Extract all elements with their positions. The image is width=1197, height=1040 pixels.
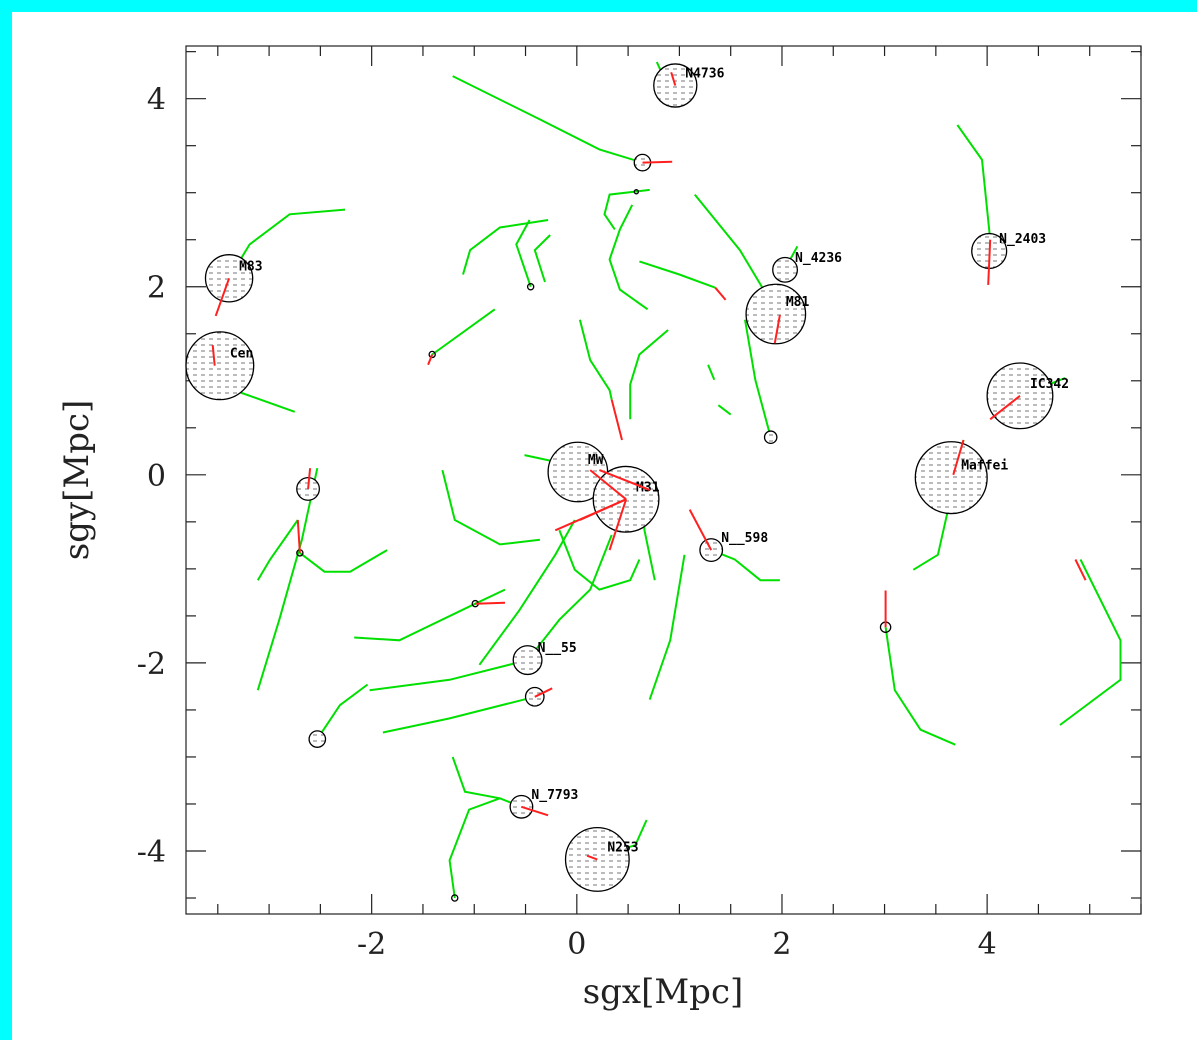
orbit-track (526, 534, 613, 661)
galaxy-label: M31 (636, 480, 660, 495)
galaxy-label: N4736 (685, 66, 724, 81)
orbit-track (515, 219, 532, 288)
galaxy (633, 189, 640, 195)
galaxy-label: N_7793 (531, 788, 578, 803)
y-tick-label: 0 (147, 459, 166, 494)
x-tick-label: 2 (772, 927, 791, 962)
current-segment (307, 468, 312, 489)
galaxy (524, 686, 545, 707)
current-segment (989, 395, 1021, 421)
orbit-track (256, 519, 299, 581)
orbit-track (299, 549, 388, 573)
current-segment (214, 277, 231, 317)
y-axis-label: sgy[Mpc] (57, 400, 97, 561)
galaxy-label: N_4236 (795, 251, 842, 266)
orbit-track (603, 188, 650, 230)
current-segment (987, 239, 992, 285)
y-tick-label: -2 (137, 647, 166, 682)
galaxy (745, 283, 807, 345)
current-segment (714, 287, 727, 301)
orbit-track (451, 756, 501, 800)
current-segment (534, 687, 553, 698)
current-segment (579, 498, 627, 521)
orbit-track (639, 260, 716, 289)
galaxy (451, 894, 459, 902)
orbit-track (578, 319, 613, 400)
galaxy (512, 645, 543, 676)
galaxy-label: Cen (230, 347, 253, 362)
orbit-track (710, 549, 780, 582)
galaxy (185, 331, 255, 401)
orbit-track (648, 554, 686, 700)
galaxy (526, 283, 535, 291)
current-segment (427, 354, 434, 366)
orbit-track (744, 319, 772, 438)
galaxy-label: N__598 (721, 531, 768, 546)
orbit-track (441, 469, 541, 546)
galaxy-label: N_2403 (999, 232, 1046, 247)
orbit-track (316, 683, 369, 740)
orbit-track (884, 627, 956, 746)
current-segment (952, 439, 965, 476)
galaxy (914, 441, 988, 515)
current-segment (296, 519, 301, 553)
galaxy-label: N__55 (538, 641, 577, 656)
current-segment (773, 314, 781, 344)
current-segment (211, 345, 216, 366)
galaxy (763, 430, 778, 445)
current-segment (610, 399, 623, 441)
current-segment (475, 601, 506, 605)
orbit-track (354, 588, 506, 642)
galaxy (296, 477, 321, 501)
galaxy-label: N253 (607, 840, 638, 855)
orbit-track (533, 234, 551, 283)
orbit-track (448, 797, 522, 899)
plot-frame (185, 45, 1142, 915)
orbit-track (608, 204, 649, 311)
orbit-track (1059, 559, 1122, 726)
galaxy-label: M81 (786, 295, 810, 310)
galaxy (564, 827, 630, 892)
current-segment (521, 805, 549, 817)
current-segment (589, 469, 627, 501)
galaxy-label: IC342 (1030, 377, 1069, 392)
x-tick-label: -2 (357, 927, 386, 962)
orbit-track (558, 529, 641, 591)
galaxy (204, 254, 254, 303)
orbit-track (452, 75, 643, 164)
galaxy (308, 730, 327, 748)
y-tick-label: 2 (147, 271, 166, 306)
orbit-track (717, 404, 732, 416)
current-segment (608, 498, 628, 551)
current-segment (642, 160, 673, 164)
orbit-track (462, 219, 549, 275)
y-tick-label: -4 (137, 835, 166, 870)
current-segment (670, 72, 677, 86)
y-tick-label: 4 (147, 83, 166, 118)
current-segment (688, 509, 713, 551)
orbit-track (707, 364, 716, 381)
galaxy-label: Maffei (961, 459, 1008, 474)
galaxy (772, 256, 799, 283)
current-segment (586, 854, 598, 861)
orbit-track (431, 308, 496, 356)
current-segment (1074, 559, 1087, 581)
orbit-track (369, 659, 528, 692)
orbit-track (382, 695, 536, 734)
x-tick-label: 0 (567, 927, 586, 962)
x-tick-label: 4 (978, 927, 997, 962)
orbit-track (629, 329, 669, 420)
orbit-track (478, 519, 576, 666)
galaxy-label: MW (588, 453, 604, 468)
galaxy (428, 350, 436, 359)
current-segment (599, 469, 651, 491)
orbit-track (956, 124, 992, 240)
galaxy-label: M83 (239, 259, 262, 274)
orbit-track (256, 467, 319, 691)
x-axis-label: sgx[Mpc] (583, 972, 744, 1012)
